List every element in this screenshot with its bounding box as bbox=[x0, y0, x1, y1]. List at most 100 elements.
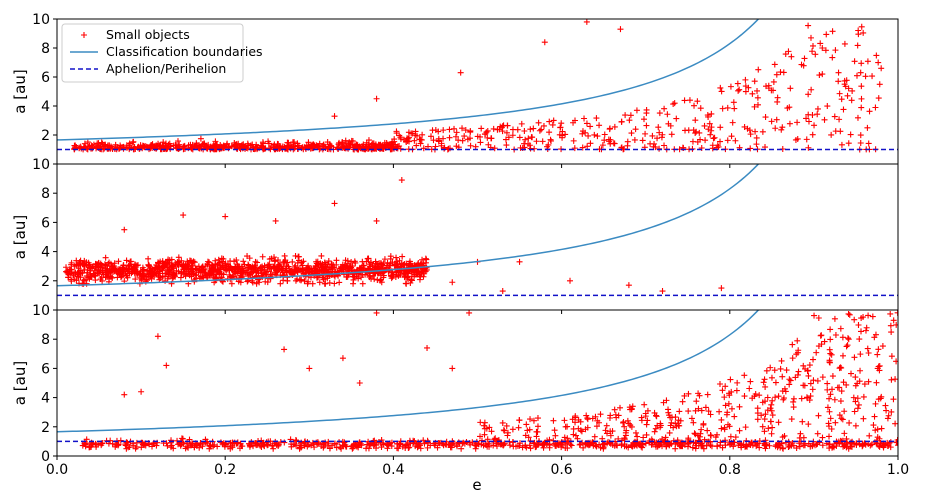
data-point bbox=[289, 139, 296, 146]
data-point bbox=[169, 271, 176, 278]
data-point bbox=[716, 408, 723, 415]
data-point bbox=[224, 140, 231, 147]
data-point bbox=[558, 120, 565, 127]
data-point bbox=[526, 142, 533, 149]
data-point bbox=[624, 138, 631, 145]
data-point bbox=[855, 27, 862, 34]
data-point bbox=[356, 264, 363, 271]
data-point bbox=[514, 126, 521, 133]
data-point bbox=[197, 273, 204, 280]
data-point bbox=[828, 131, 835, 138]
data-point bbox=[139, 270, 146, 277]
data-point bbox=[264, 279, 271, 286]
data-point bbox=[175, 268, 182, 275]
data-point bbox=[283, 268, 290, 275]
data-point bbox=[557, 440, 564, 447]
data-point bbox=[721, 424, 728, 431]
data-point bbox=[643, 110, 650, 117]
data-point bbox=[621, 443, 628, 450]
data-point bbox=[306, 365, 313, 372]
plot-area bbox=[57, 310, 898, 452]
data-point bbox=[585, 441, 592, 448]
data-point bbox=[835, 78, 842, 85]
data-point bbox=[399, 443, 406, 450]
data-point bbox=[794, 135, 801, 142]
x-tick-label: 0.0 bbox=[46, 462, 68, 478]
data-point bbox=[788, 53, 795, 60]
data-point bbox=[785, 48, 792, 55]
data-point bbox=[522, 442, 529, 449]
data-point bbox=[725, 421, 732, 428]
data-point bbox=[367, 263, 374, 270]
data-point bbox=[206, 445, 213, 452]
data-point bbox=[848, 370, 855, 377]
data-point bbox=[787, 85, 794, 92]
data-point bbox=[88, 265, 95, 272]
data-point bbox=[803, 115, 810, 122]
data-point bbox=[145, 261, 152, 268]
data-point bbox=[717, 124, 724, 131]
data-point bbox=[677, 443, 684, 450]
data-point bbox=[300, 258, 307, 265]
data-point bbox=[430, 137, 437, 144]
data-point bbox=[779, 124, 786, 131]
data-point bbox=[770, 87, 777, 94]
data-point bbox=[887, 322, 894, 329]
data-point bbox=[836, 365, 843, 372]
data-point bbox=[212, 138, 219, 145]
data-point bbox=[572, 414, 579, 421]
data-point bbox=[855, 322, 862, 329]
data-point bbox=[751, 78, 758, 85]
data-point bbox=[212, 266, 219, 273]
data-point bbox=[854, 380, 861, 387]
data-point bbox=[832, 332, 839, 339]
data-point bbox=[838, 388, 845, 395]
data-point bbox=[749, 395, 756, 402]
data-point bbox=[331, 113, 338, 120]
data-point bbox=[779, 388, 786, 395]
data-point bbox=[893, 358, 898, 365]
data-point bbox=[119, 269, 126, 276]
data-point bbox=[98, 139, 105, 146]
data-point bbox=[292, 277, 299, 284]
data-point bbox=[643, 431, 650, 438]
data-point bbox=[872, 104, 879, 111]
data-point bbox=[655, 124, 662, 131]
data-point bbox=[121, 391, 128, 398]
data-point bbox=[580, 444, 587, 451]
data-point bbox=[628, 423, 635, 430]
data-point bbox=[631, 136, 638, 143]
data-point bbox=[829, 386, 836, 393]
data-point bbox=[780, 396, 787, 403]
data-point bbox=[858, 83, 865, 90]
data-point bbox=[836, 90, 843, 97]
data-point bbox=[690, 127, 697, 134]
data-point bbox=[120, 262, 127, 269]
data-point bbox=[365, 137, 372, 144]
data-point bbox=[593, 115, 600, 122]
data-point bbox=[244, 278, 251, 285]
data-point bbox=[701, 436, 708, 443]
data-point bbox=[417, 140, 424, 147]
data-point bbox=[596, 441, 603, 448]
data-point bbox=[605, 136, 612, 143]
data-point bbox=[425, 143, 432, 150]
data-point bbox=[857, 367, 864, 374]
data-point bbox=[331, 264, 338, 271]
data-point bbox=[875, 346, 882, 353]
data-point bbox=[797, 430, 804, 437]
data-point bbox=[642, 130, 649, 137]
data-point bbox=[732, 137, 739, 144]
data-point bbox=[841, 40, 848, 47]
data-point bbox=[793, 351, 800, 358]
data-point bbox=[779, 373, 786, 380]
y-tick-label: 10 bbox=[32, 12, 50, 28]
data-point bbox=[503, 129, 510, 136]
data-point bbox=[395, 272, 402, 279]
data-point bbox=[821, 116, 828, 123]
data-point bbox=[801, 442, 808, 449]
data-point bbox=[682, 127, 689, 134]
data-point bbox=[822, 47, 829, 54]
data-point bbox=[659, 288, 666, 295]
data-point bbox=[518, 120, 525, 127]
